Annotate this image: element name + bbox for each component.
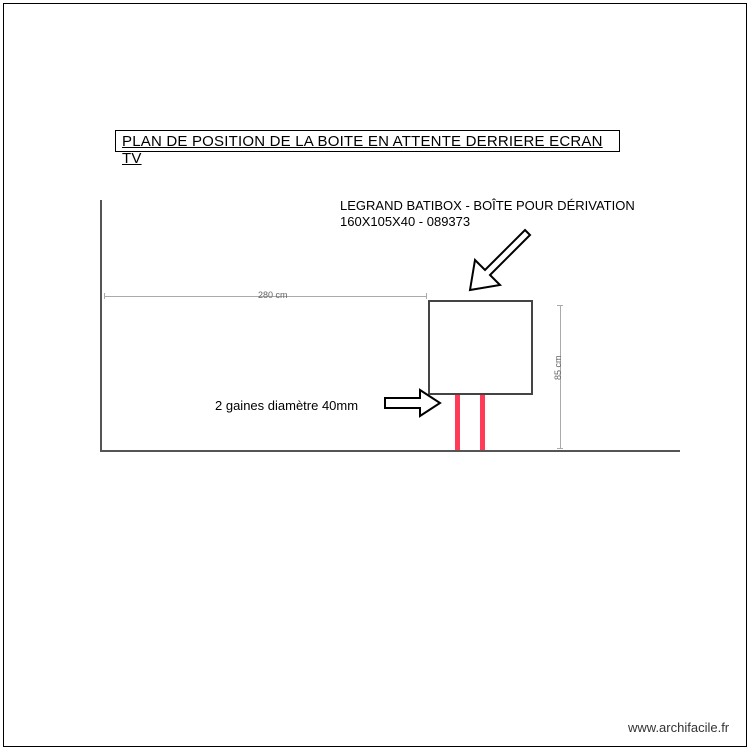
junction-box	[428, 300, 533, 395]
dim-horizontal-cap-left	[104, 293, 105, 299]
outer-frame	[3, 3, 747, 747]
dim-height-text: 85 cm	[553, 355, 563, 380]
dim-width-text: 280 cm	[258, 290, 288, 300]
x-axis	[100, 450, 680, 452]
watermark: www.archifacile.fr	[628, 720, 729, 735]
dim-vertical-cap-top	[557, 305, 563, 306]
watermark-text: www.archifacile.fr	[628, 720, 729, 735]
dim-horizontal-cap-right	[426, 293, 427, 299]
conduit-label: 2 gaines diamètre 40mm	[215, 398, 358, 413]
arrow-to-box-icon	[470, 230, 530, 290]
dim-height-label: 85 cm	[553, 355, 563, 380]
box-label-line2: 160X105X40 - 089373	[340, 214, 470, 229]
diagram-title: PLAN DE POSITION DE LA BOITE EN ATTENTE …	[115, 130, 620, 152]
conduit-label-text: 2 gaines diamètre 40mm	[215, 398, 358, 413]
y-axis	[100, 200, 102, 450]
conduit-right	[480, 395, 485, 450]
dim-vertical-cap-bottom	[557, 448, 563, 449]
diagram-canvas: PLAN DE POSITION DE LA BOITE EN ATTENTE …	[0, 0, 750, 750]
box-label-line1: LEGRAND BATIBOX - BOÎTE POUR DÉRIVATION	[340, 198, 635, 213]
box-label-line2-text: 160X105X40 - 089373	[340, 214, 470, 229]
box-label-line1-text: LEGRAND BATIBOX - BOÎTE POUR DÉRIVATION	[340, 198, 635, 213]
conduit-left	[455, 395, 460, 450]
arrow-to-conduits-icon	[385, 390, 440, 416]
dim-width-label: 280 cm	[258, 290, 288, 300]
